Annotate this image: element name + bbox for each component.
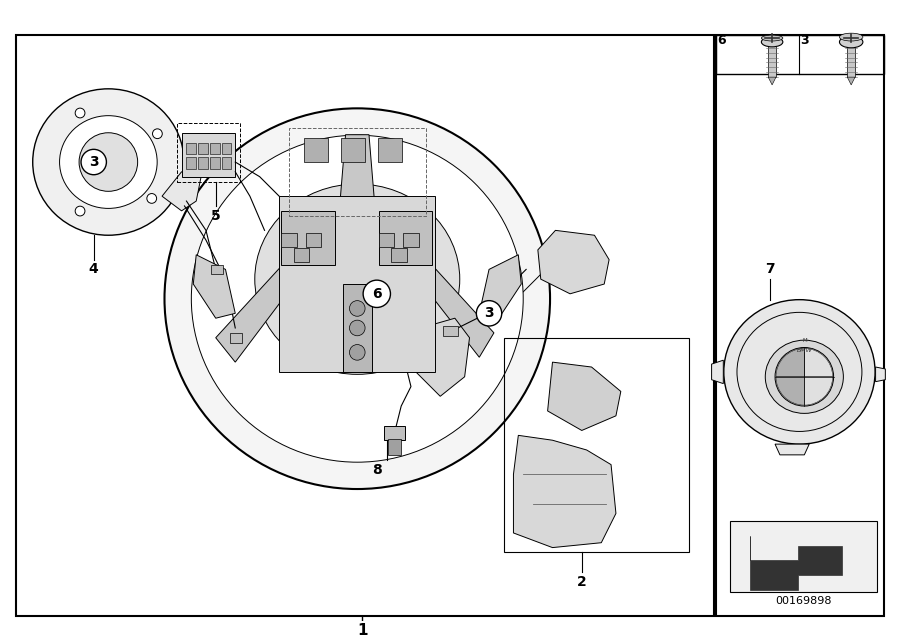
Text: 4: 4 [89,263,99,277]
Text: 6: 6 [717,34,725,46]
Polygon shape [750,536,842,590]
Circle shape [349,320,365,336]
Circle shape [152,129,162,139]
Bar [379,233,394,247]
Wedge shape [776,377,805,405]
Bar [730,522,877,591]
Text: 3: 3 [800,34,808,46]
Polygon shape [775,444,809,455]
Ellipse shape [724,300,875,444]
Bar [343,284,372,372]
Bar [281,211,335,265]
Text: M: M [802,338,806,343]
Text: 00169898: 00169898 [775,597,832,606]
Polygon shape [847,77,855,85]
Bar [289,128,426,216]
Bar [293,248,310,261]
Polygon shape [513,435,616,548]
Bar [388,439,401,455]
Bar [378,137,402,162]
Circle shape [775,347,833,406]
Polygon shape [876,367,886,382]
Ellipse shape [32,89,184,235]
Polygon shape [547,362,621,431]
Wedge shape [805,377,832,405]
Bar [403,233,418,247]
Bar [279,196,436,372]
Ellipse shape [765,340,843,413]
Ellipse shape [761,37,783,47]
Bar [341,137,365,162]
Polygon shape [480,255,521,318]
Bar [379,211,432,265]
Bar [198,157,208,169]
Circle shape [76,206,85,216]
Bar [504,338,689,553]
Text: 2: 2 [577,575,587,589]
Polygon shape [339,135,374,206]
Bar [210,157,220,169]
Wedge shape [776,349,805,377]
Bar [221,142,231,154]
Circle shape [349,345,365,360]
Bar [847,40,855,77]
Circle shape [147,193,157,204]
Bar [186,157,196,169]
Bar [716,35,885,616]
Bar [281,233,297,247]
Polygon shape [712,360,724,384]
Polygon shape [769,77,776,85]
Bar [769,40,776,77]
Text: 8: 8 [372,462,382,476]
Bar [15,35,714,616]
Bar [392,248,407,261]
Ellipse shape [840,36,863,48]
Bar [383,425,405,440]
Polygon shape [162,172,201,211]
Circle shape [476,301,501,326]
Circle shape [79,133,138,191]
Polygon shape [411,318,470,396]
Ellipse shape [255,184,460,375]
Circle shape [363,280,391,307]
Bar [182,133,235,177]
Polygon shape [216,216,346,362]
Bar [211,265,222,274]
Polygon shape [538,230,609,294]
Wedge shape [805,349,832,377]
Text: 6: 6 [372,287,382,301]
Bar [443,326,458,336]
Bar [303,137,328,162]
Bar [198,142,208,154]
Circle shape [76,108,85,118]
Polygon shape [369,216,494,357]
Circle shape [349,301,365,316]
Bar [305,233,321,247]
Bar [716,35,885,74]
Text: 3: 3 [484,307,494,321]
Bar [176,123,240,181]
Text: BMW: BMW [796,348,812,353]
Text: 1: 1 [357,623,367,636]
Text: 5: 5 [211,209,220,223]
Bar [230,333,242,343]
Text: 3: 3 [89,155,98,169]
Bar [210,142,220,154]
Polygon shape [194,255,235,318]
Ellipse shape [165,108,550,489]
Ellipse shape [761,35,783,41]
Text: 7: 7 [765,263,775,277]
Ellipse shape [840,33,863,41]
Circle shape [81,149,106,175]
Bar [186,142,196,154]
Ellipse shape [59,116,158,209]
Bar [221,157,231,169]
Ellipse shape [192,135,523,462]
